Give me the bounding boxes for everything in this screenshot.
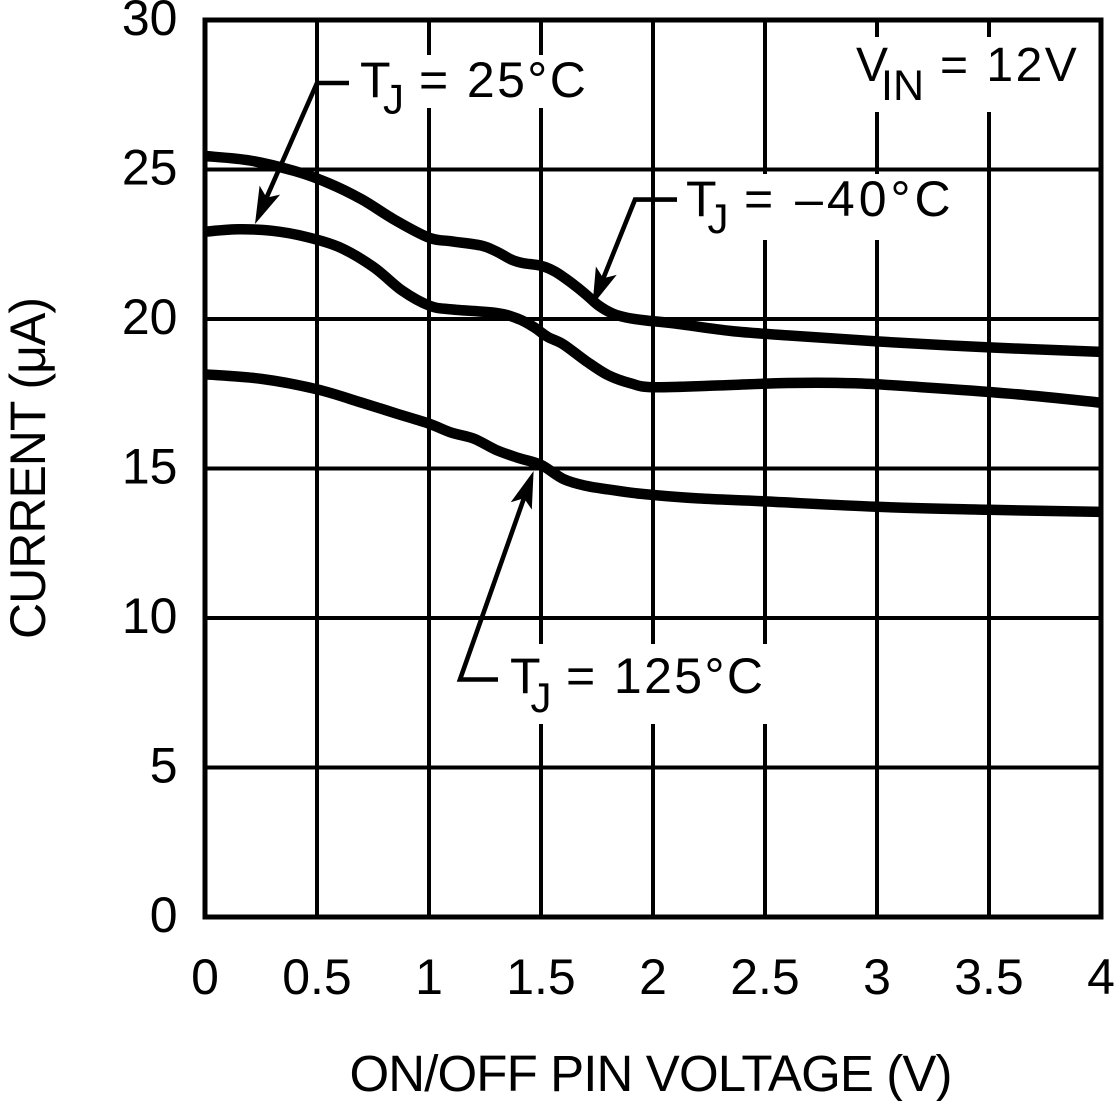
- svg-text:V: V: [856, 39, 888, 92]
- svg-text:= 12V: = 12V: [940, 39, 1079, 92]
- svg-text:ON/OFF PIN VOLTAGE (V): ON/OFF PIN VOLTAGE (V): [350, 1045, 953, 1101]
- svg-text:5: 5: [150, 738, 178, 794]
- svg-text:= 125°C: = 125°C: [566, 648, 765, 704]
- svg-text:T: T: [686, 171, 717, 227]
- svg-text:T: T: [510, 648, 541, 704]
- svg-text:CURRENT (μA): CURRENT (μA): [0, 297, 56, 639]
- svg-text:0: 0: [150, 887, 178, 943]
- svg-text:15: 15: [122, 439, 178, 495]
- svg-text:2.5: 2.5: [730, 949, 800, 1005]
- svg-text:J: J: [531, 674, 552, 721]
- svg-text:20: 20: [122, 289, 178, 345]
- svg-text:IN: IN: [881, 62, 924, 110]
- svg-text:3: 3: [863, 949, 891, 1005]
- svg-text:= –40°C: = –40°C: [744, 171, 955, 227]
- svg-text:= 25°C: = 25°C: [419, 52, 588, 108]
- svg-text:25: 25: [122, 140, 178, 196]
- svg-text:T: T: [360, 52, 391, 108]
- svg-text:1.5: 1.5: [506, 949, 576, 1005]
- svg-text:4: 4: [1087, 949, 1114, 1005]
- svg-text:J: J: [383, 76, 404, 123]
- svg-text:0.5: 0.5: [282, 949, 352, 1005]
- svg-text:J: J: [708, 195, 729, 242]
- svg-text:3.5: 3.5: [954, 949, 1024, 1005]
- svg-text:1: 1: [415, 949, 443, 1005]
- svg-text:30: 30: [122, 0, 178, 46]
- svg-text:2: 2: [639, 949, 667, 1005]
- svg-text:10: 10: [122, 588, 178, 644]
- svg-text:0: 0: [191, 949, 219, 1005]
